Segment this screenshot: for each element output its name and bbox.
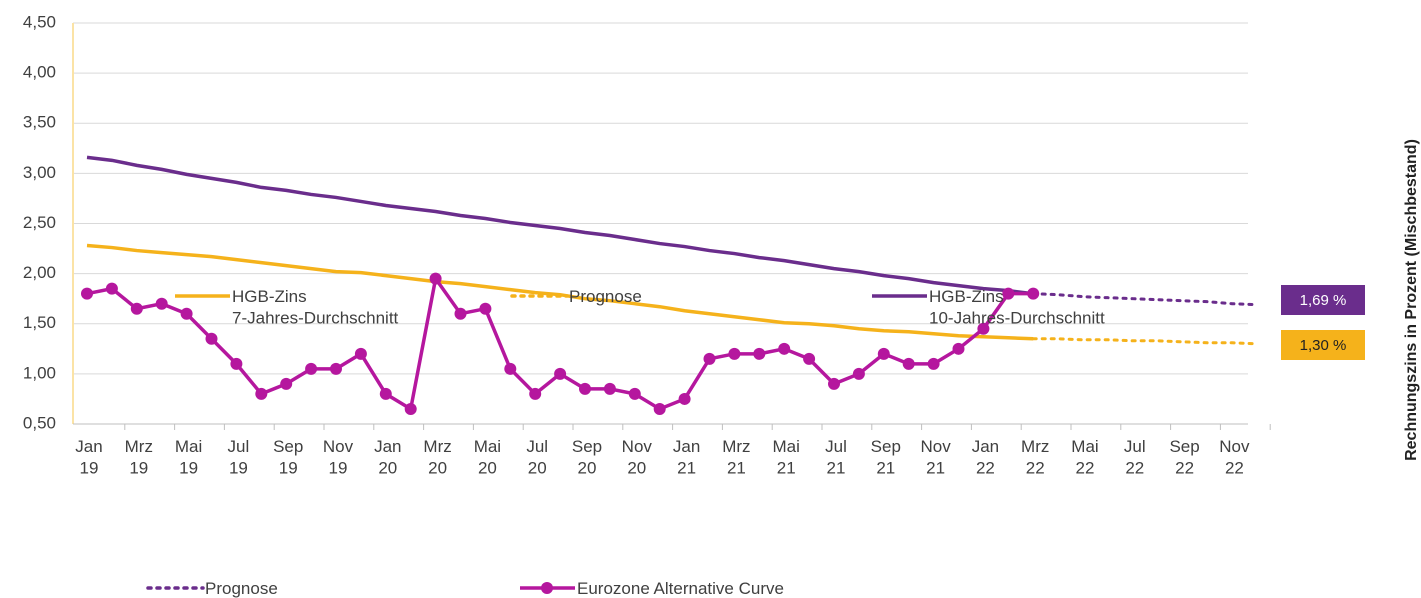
point	[255, 387, 268, 400]
x-tick-label: Mai 21	[772, 437, 799, 477]
point	[952, 342, 965, 355]
point	[379, 387, 392, 400]
point	[230, 357, 243, 370]
point	[554, 367, 567, 380]
series-line	[1031, 337, 1259, 346]
legend-label: Prognose	[205, 579, 278, 598]
point	[105, 282, 118, 295]
x-tick-label: Jan 20	[374, 437, 401, 477]
point	[529, 387, 542, 400]
series-line	[86, 155, 1034, 296]
x-tick-label: Jul 20	[526, 437, 548, 477]
point	[579, 382, 591, 395]
y-axis-title: Rechnungszins in Prozent (Mischbestand)	[1403, 139, 1420, 461]
point	[653, 402, 666, 415]
y-tick-label: 2,00	[23, 263, 56, 282]
x-tick-label: Jul 21	[825, 437, 847, 477]
legend-label: Eurozone Alternative Curve	[577, 579, 784, 598]
x-tick-label: Nov 22	[1219, 437, 1250, 477]
point	[404, 402, 417, 415]
x-tick-label: Mai 22	[1071, 437, 1098, 477]
point	[1002, 287, 1015, 300]
x-tick-label: Mrz 22	[1021, 437, 1049, 477]
y-tick-label: 2,50	[23, 213, 56, 232]
value-box-label: 1,69 %	[1300, 292, 1347, 309]
point	[703, 352, 716, 365]
x-tick-label: Mai 20	[474, 437, 501, 477]
point	[1027, 287, 1040, 300]
series-line	[1031, 292, 1259, 307]
point	[753, 347, 766, 360]
x-tick-label: Nov 21	[920, 437, 951, 477]
x-tick-label: Mrz 21	[722, 437, 750, 477]
x-tick-label: Jan 19	[75, 437, 102, 477]
point	[454, 307, 467, 320]
y-tick-label: 4,00	[23, 63, 56, 82]
value-box	[1281, 330, 1365, 360]
point	[205, 332, 218, 345]
y-tick-label: 1,50	[23, 313, 56, 332]
x-tick-label: Mrz 20	[423, 437, 451, 477]
y-tick-label: 4,50	[23, 12, 56, 31]
x-tick-label: Sep 21	[871, 437, 901, 477]
point	[728, 347, 741, 360]
point	[330, 362, 342, 375]
legend-marker	[541, 582, 553, 594]
series-line	[86, 243, 1034, 341]
y-tick-label: 3,00	[23, 163, 56, 182]
point	[927, 357, 940, 370]
x-tick-label: Jan 21	[673, 437, 700, 477]
point	[803, 352, 816, 365]
x-tick-label: Mrz 19	[125, 437, 153, 477]
point	[678, 392, 691, 405]
point	[180, 307, 193, 320]
x-tick-label: Sep 20	[572, 437, 602, 477]
series-line	[86, 274, 1034, 412]
y-tick-label: 3,50	[23, 113, 56, 132]
legend-label: HGB-Zins 7-Jahres-Durchschnitt	[232, 287, 399, 327]
x-tick-label: Nov 19	[323, 437, 354, 477]
legend-label: Prognose	[569, 287, 642, 306]
point	[305, 362, 318, 375]
x-tick-label: Sep 22	[1169, 437, 1199, 477]
x-tick-label: Jul 19	[228, 437, 250, 477]
point	[902, 357, 915, 370]
point	[877, 347, 890, 360]
x-tick-label: Jul 22	[1124, 437, 1146, 477]
point	[479, 302, 492, 315]
point	[81, 287, 93, 300]
value-box-label: 1,30 %	[1300, 337, 1347, 354]
point	[603, 382, 616, 395]
x-tick-label: Mai 19	[175, 437, 202, 477]
point	[977, 322, 990, 335]
legend-label: HGB-Zins 10-Jahres-Durchschnitt	[929, 287, 1105, 327]
point	[828, 377, 840, 390]
point	[280, 377, 293, 390]
x-tick-label: Jan 22	[972, 437, 999, 477]
x-tick-label: Nov 20	[622, 437, 653, 477]
point	[429, 272, 442, 285]
x-tick-label: Sep 19	[273, 437, 303, 477]
point	[852, 367, 865, 380]
point	[504, 362, 517, 375]
point	[628, 387, 641, 400]
value-box	[1281, 285, 1365, 315]
y-tick-label: 1,00	[23, 363, 56, 382]
point	[354, 347, 367, 360]
y-tick-label: 0,50	[23, 413, 56, 432]
point	[155, 297, 168, 310]
point	[130, 302, 143, 315]
point	[778, 342, 791, 355]
